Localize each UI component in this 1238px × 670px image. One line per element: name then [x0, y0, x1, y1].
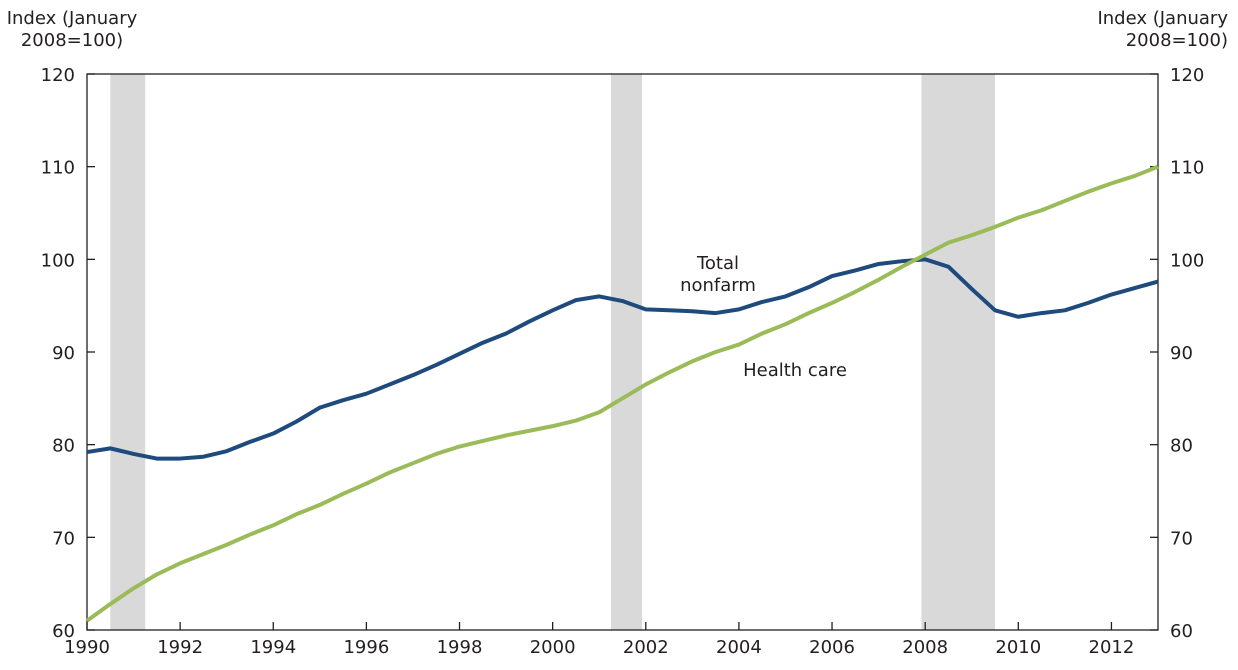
y-axis-label: 2008=100)	[21, 30, 123, 51]
y-tick-label: 90	[52, 343, 75, 364]
y2-axis-label: Index (January	[1097, 8, 1228, 29]
series-label: Health care	[743, 360, 847, 381]
y-tick-label: 110	[41, 158, 75, 179]
y2-tick-label: 120	[1170, 65, 1204, 86]
x-tick-label: 2006	[809, 637, 855, 658]
series-line	[86, 257, 1159, 461]
y2-tick-label: 110	[1170, 158, 1204, 179]
y-tick-label: 80	[52, 436, 75, 457]
y-axis-label: Index (January	[7, 8, 138, 29]
y2-tick-label: 90	[1170, 343, 1193, 364]
series-label-line: Total	[696, 253, 739, 274]
recession-band	[110, 74, 146, 630]
x-tick-label: 2000	[530, 637, 576, 658]
x-tick-label: 2008	[902, 637, 948, 658]
y-tick-label: 100	[41, 250, 75, 271]
y-tick-label: 70	[52, 528, 75, 549]
y-tick-label: 60	[52, 621, 75, 642]
x-tick-label: 1996	[343, 637, 389, 658]
y-tick-label: 120	[41, 65, 75, 86]
series-line	[85, 164, 1159, 623]
x-tick-label: 1992	[157, 637, 203, 658]
x-tick-label: 1990	[64, 637, 110, 658]
y2-tick-label: 100	[1170, 250, 1204, 271]
y2-tick-label: 70	[1170, 528, 1193, 549]
series-label: Total nonfarm	[680, 253, 756, 296]
x-tick-label: 2012	[1089, 637, 1135, 658]
x-tick-label: 2002	[623, 637, 669, 658]
y2-axis-label: 2008=100)	[1126, 30, 1228, 51]
x-tick-label: 1994	[250, 637, 296, 658]
y2-tick-label: 60	[1170, 621, 1193, 642]
recession-band	[921, 74, 996, 630]
series-label-line: nonfarm	[680, 275, 756, 296]
y2-tick-label: 80	[1170, 436, 1193, 457]
recession-band	[610, 74, 643, 630]
x-tick-label: 2010	[995, 637, 1041, 658]
x-tick-label: 1998	[437, 637, 483, 658]
x-tick-label: 2004	[716, 637, 762, 658]
